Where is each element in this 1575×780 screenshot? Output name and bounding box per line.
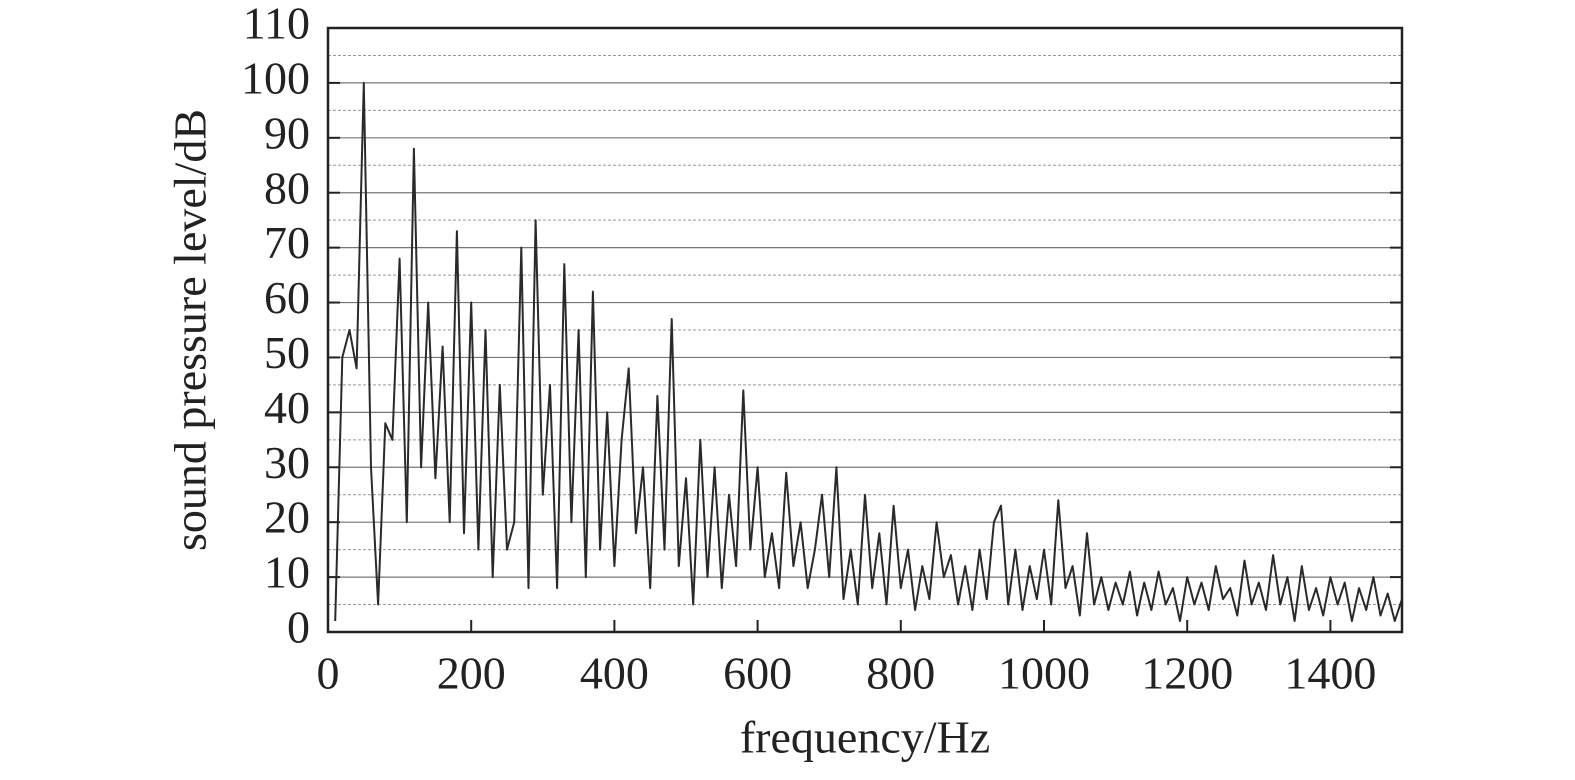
y-tick-label: 100 [241,52,310,103]
x-tick-label: 600 [723,648,792,699]
spectrum-line [334,81,1403,622]
y-tick-label: 10 [264,547,310,598]
y-tick-label: 50 [264,327,310,378]
x-tick-label: 1200 [1141,648,1233,699]
x-tick-label: 200 [437,648,506,699]
y-tick-label: 40 [264,382,310,433]
x-tick-label: 1000 [998,648,1090,699]
x-tick-label: 1400 [1284,648,1376,699]
y-tick-label: 0 [287,602,310,653]
y-tick-label: 60 [264,272,310,323]
x-tick-label: 400 [580,648,649,699]
x-axis-label: frequency/Hz [740,712,990,763]
x-tick-label: 0 [317,648,340,699]
y-tick-label: 20 [264,492,310,543]
x-tick-label: 800 [866,648,935,699]
y-tick-label: 30 [264,437,310,488]
y-tick-label: 80 [264,162,310,213]
y-tick-label: 110 [243,0,310,49]
y-tick-label: 70 [264,217,310,268]
y-tick-label: 90 [264,107,310,158]
y-axis-label: sound pressure level/dB [165,109,216,551]
plot-frame [326,26,1404,634]
